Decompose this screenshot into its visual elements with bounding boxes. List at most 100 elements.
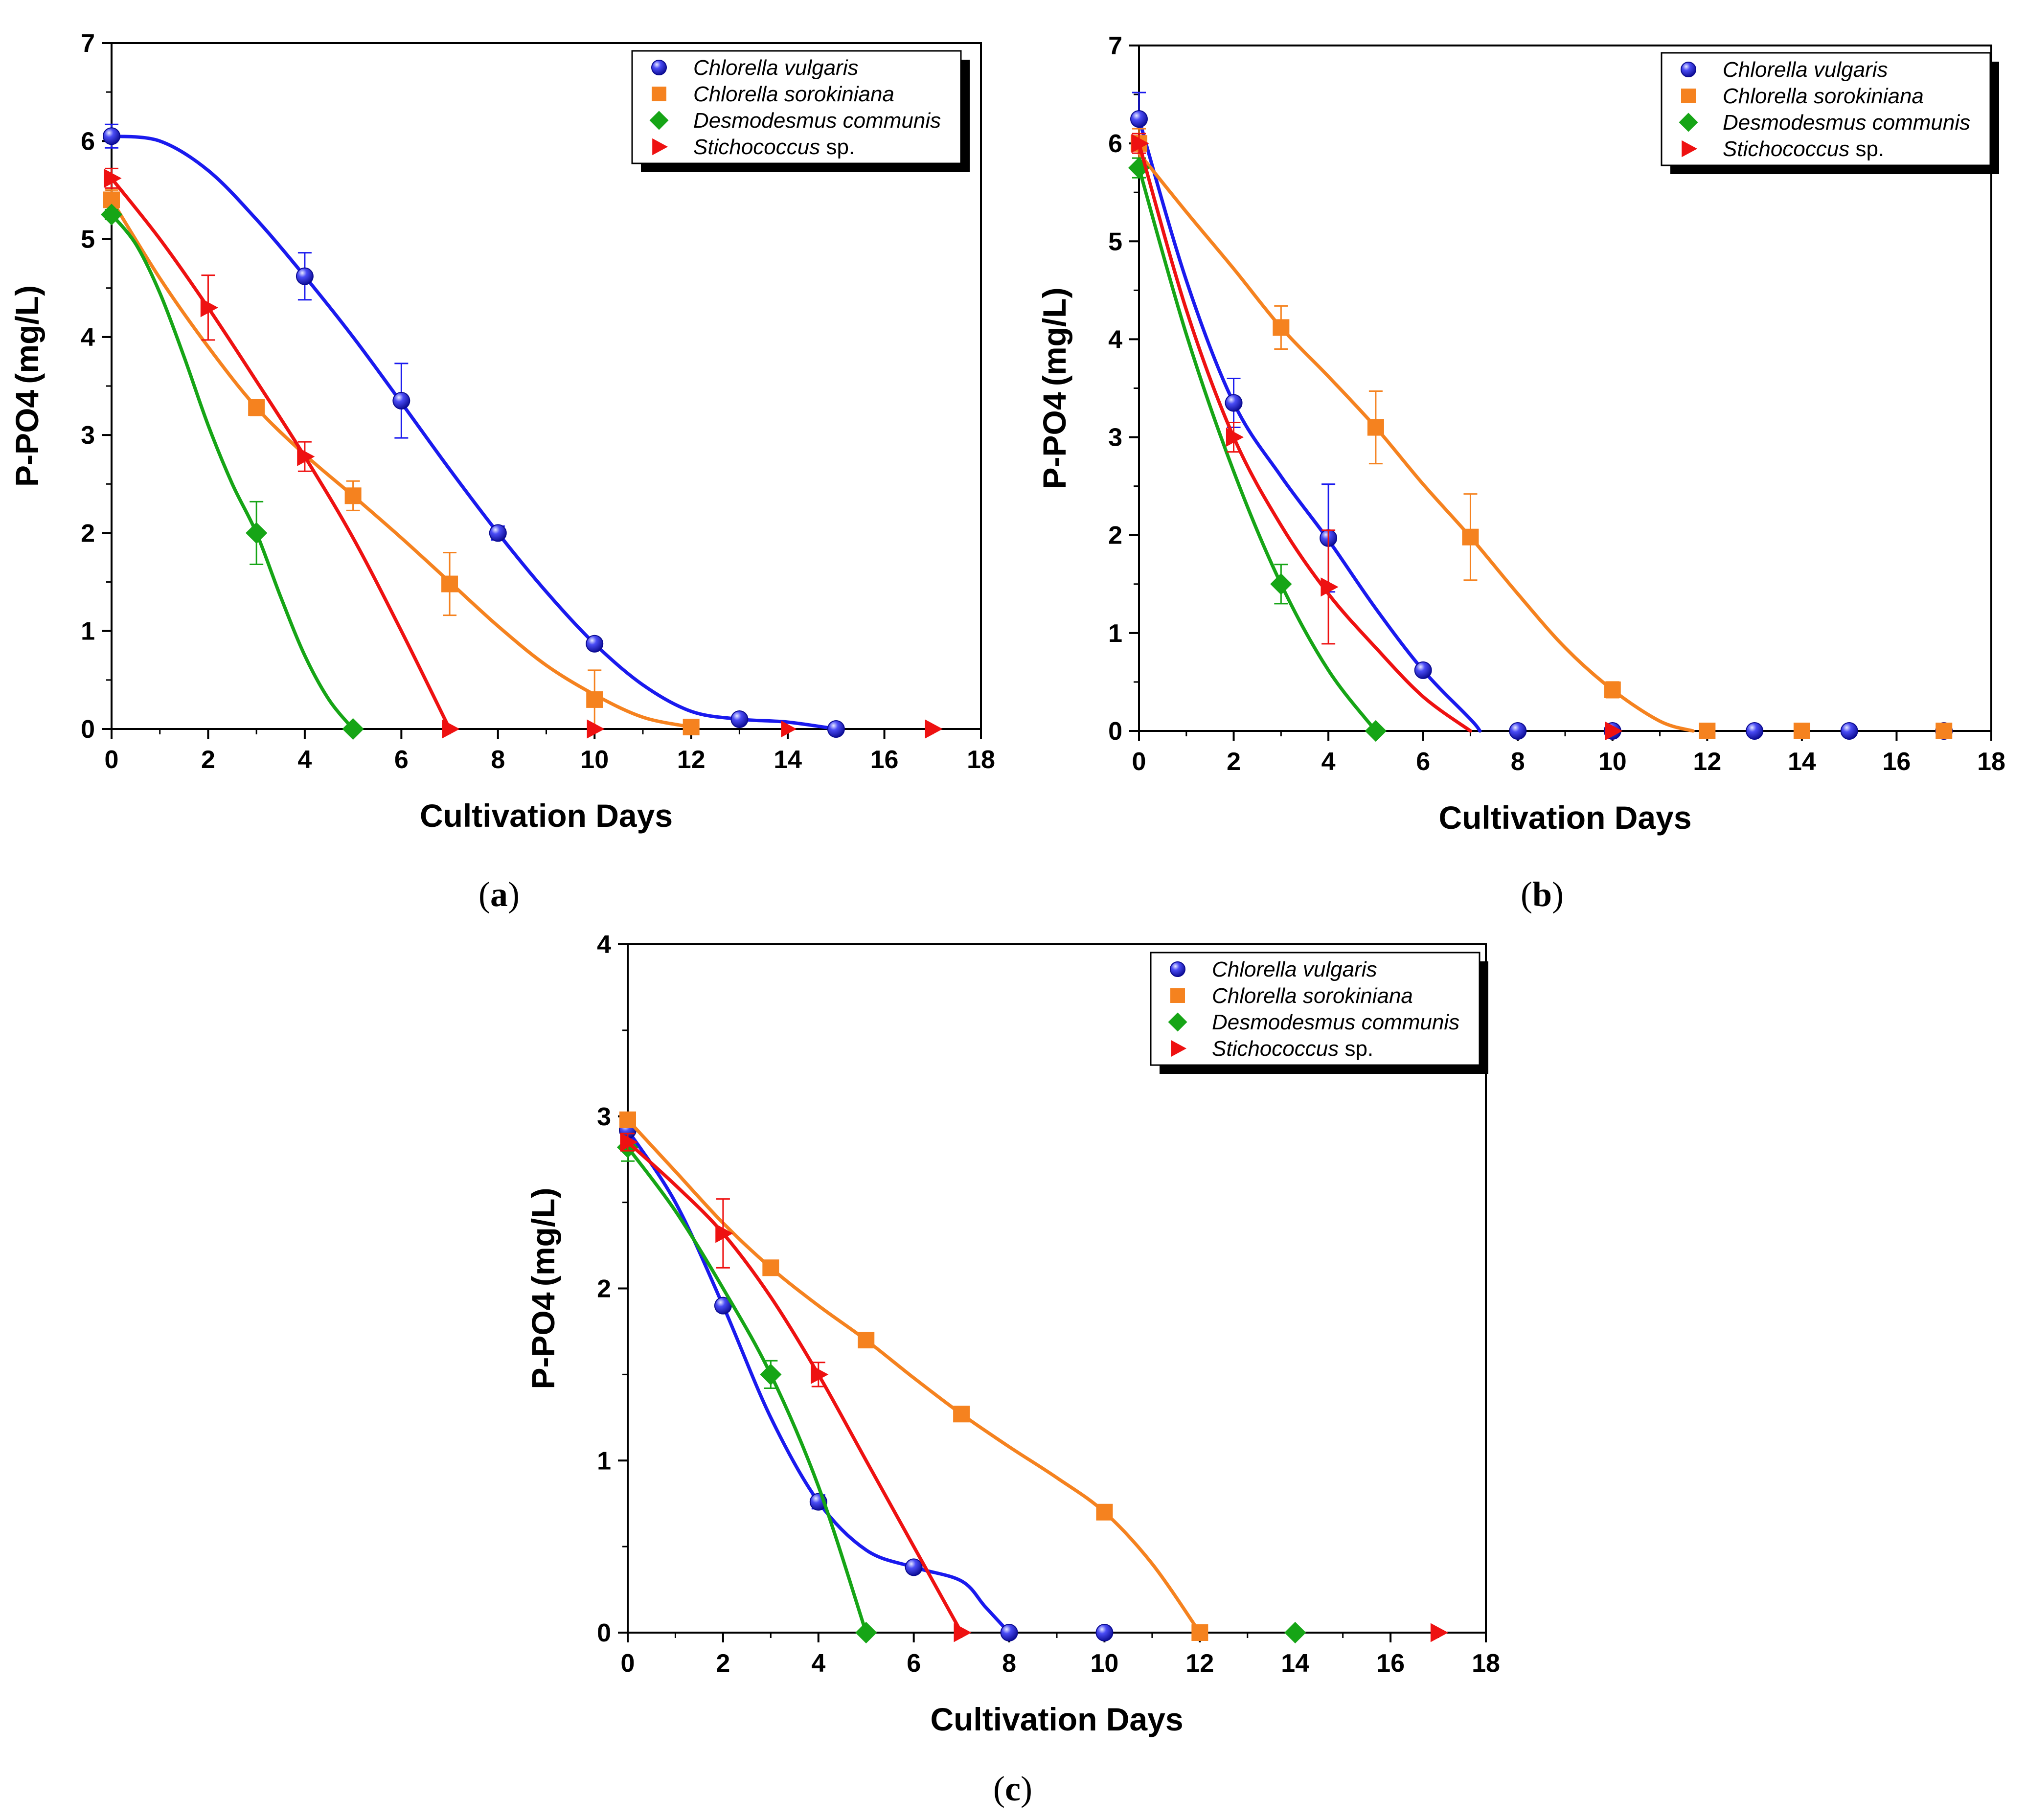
x-tick-label: 14 [774,746,802,774]
series-diamond [100,204,364,740]
x-tick-label: 4 [1321,748,1336,776]
data-point [1284,1621,1306,1644]
x-tick-label: 12 [1185,1649,1214,1678]
data-point [926,720,942,738]
x-tick-label: 10 [1598,748,1627,776]
legend-marker [1170,988,1185,1003]
panel-label: (a) [478,875,520,914]
data-point [953,1406,970,1423]
data-point [1699,723,1716,739]
y-tick-label: 2 [597,1275,611,1303]
data-point [1191,1624,1208,1641]
x-tick-label: 8 [1002,1649,1016,1678]
legend-marker [1168,1012,1187,1032]
data-point [248,399,265,416]
legend-marker [1170,961,1185,977]
fit-curve [110,176,452,731]
data-point [1793,723,1810,739]
y-tick-label: 0 [597,1619,611,1647]
series-sphere [1130,91,1953,740]
x-tick-label: 6 [907,1649,921,1678]
data-point [715,1224,733,1243]
data-point [1365,720,1387,742]
fit-curve [626,1118,1202,1635]
y-tick-label: 7 [1108,32,1122,60]
fit-curve [110,198,693,729]
legend-marker [651,60,667,75]
y-tick-label: 1 [81,617,95,646]
x-tick-label: 8 [1511,748,1525,776]
legend-marker [1681,89,1696,103]
data-point [1270,573,1292,595]
legend-marker [652,138,668,156]
y-tick-label: 4 [81,323,95,352]
x-axis-title: Cultivation Days [930,1701,1183,1737]
data-point [905,1558,923,1576]
series-sphere [103,123,845,738]
y-axis-title: P-PO4 (mg/L) [9,285,51,487]
x-tick-label: 18 [1977,748,2005,776]
data-point [1273,319,1290,336]
x-tick-label: 0 [105,746,119,774]
data-point [1130,110,1148,128]
y-tick-label: 1 [1108,619,1122,648]
x-tick-label: 8 [491,746,505,774]
x-tick-label: 12 [677,746,706,774]
x-tick-label: 0 [621,1649,635,1678]
series-square [1131,128,1953,739]
x-tick-label: 18 [1472,1649,1500,1678]
data-point [1096,1503,1113,1521]
y-tick-label: 3 [597,1103,611,1131]
data-point [1430,1623,1449,1642]
series-sphere [619,1120,1114,1641]
data-point [442,719,460,739]
legend-marker [1171,1040,1187,1057]
data-point [781,720,797,738]
fit-curve [626,1140,963,1635]
legend-entry: Chlorella vulgaris [693,56,858,80]
data-point [296,267,314,285]
legend-entry: Chlorella sorokiniana [693,82,894,106]
y-tick-label: 4 [1108,325,1122,354]
series-triangle [104,167,943,739]
legend-entry: Desmodesmus communis [1723,111,1970,135]
data-point [619,1111,636,1128]
legend-entry: Chlorella vulgaris [1212,957,1377,981]
y-axis-title: P-PO4 (mg/L) [525,1188,567,1389]
y-tick-label: 0 [81,715,95,744]
data-point [1604,681,1621,698]
fit-curve [110,213,355,731]
x-tick-label: 16 [1883,748,1911,776]
data-point [246,522,268,544]
y-tick-label: 0 [1108,717,1122,746]
data-point [1936,723,1953,739]
fit-curve [1137,141,1472,733]
x-axis-title: Cultivation Days [420,797,673,834]
panel-label: (b) [1521,875,1564,914]
x-tick-label: 4 [297,746,312,774]
legend-entry: Chlorella sorokiniana [1723,84,1924,108]
legend-marker [1681,62,1696,77]
legend-entry: Chlorella vulgaris [1723,58,1888,82]
legend-marker [1679,113,1698,132]
y-axis-title: P-PO4 (mg/L) [1036,288,1078,489]
data-point [1414,661,1432,679]
x-tick-label: 2 [1227,748,1241,776]
data-point [297,447,315,466]
data-point [855,1621,877,1644]
data-point [587,719,605,739]
y-tick-label: 5 [81,226,95,254]
legend-entry: Chlorella sorokiniana [1212,984,1413,1008]
data-point [954,1623,972,1642]
data-point [1321,577,1339,597]
data-point [104,168,122,188]
data-point [100,204,123,226]
data-point [441,575,458,592]
data-point [103,127,120,145]
x-tick-label: 16 [1376,1649,1405,1678]
data-point [1095,1624,1114,1641]
